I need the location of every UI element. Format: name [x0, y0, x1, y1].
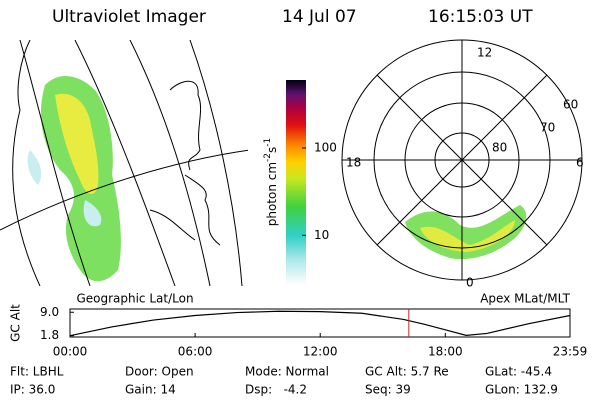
colorbar-tick-label: 100	[314, 140, 337, 154]
coastline	[149, 80, 221, 246]
date: 14 Jul 07	[282, 7, 357, 27]
status-field: Gain: 14	[125, 383, 176, 397]
mlt-label: 18	[346, 156, 361, 170]
mlt-label: 12	[477, 46, 492, 60]
status-field: IP: 36.0	[10, 383, 55, 397]
y-label: GC Alt	[9, 304, 23, 342]
panel-label: Geographic Lat/Lon	[76, 292, 193, 306]
x-tick-label: 06:00	[178, 345, 213, 359]
status-field: GLon: 132.9	[485, 383, 558, 397]
status-field: Door: Open	[125, 365, 194, 379]
x-tick-label: 12:00	[303, 345, 338, 359]
x-tick-label: 18:00	[428, 345, 463, 359]
polar-plot: 12 18 6 0 60 70 80	[341, 39, 584, 290]
colorbar-tick-label: 10	[314, 228, 329, 242]
aurora-core	[420, 220, 515, 252]
altitude-frame	[69, 308, 571, 338]
unit-exp: -2	[263, 153, 273, 162]
unit-mid: s	[265, 147, 279, 153]
status-bar: Flt: LBHL Door: Open Mode: Normal GC Alt: 5…	[10, 365, 558, 397]
mlat-label: 70	[540, 121, 555, 135]
status-field: Dsp: -4.2	[245, 383, 307, 397]
aurora	[405, 205, 527, 260]
status-field: Flt: LBHL	[10, 365, 64, 379]
mlt-label: 6	[576, 156, 584, 170]
status-field: Seq: 39	[365, 383, 411, 397]
x-tick-label: 23:59	[553, 345, 588, 359]
colorbar	[286, 80, 306, 285]
mlat-label: 60	[563, 98, 578, 112]
title: Ultraviolet Imager	[52, 7, 206, 27]
status-field: Mode: Normal	[245, 365, 329, 379]
panel-label: Apex MLat/MLT	[480, 292, 570, 306]
aurora-edge	[27, 150, 102, 227]
y-tick-label: 1.8	[40, 328, 59, 342]
spokes	[342, 40, 582, 280]
altitude-line	[69, 310, 571, 337]
unit-base: photon cm	[265, 162, 279, 226]
mlat-label: 80	[492, 141, 507, 155]
status-field: GLat: -45.4	[485, 365, 552, 379]
x-tick-label: 00:00	[53, 345, 88, 359]
aurora-core	[55, 93, 99, 195]
unit-exp: -1	[263, 138, 273, 147]
mlt-label: 0	[466, 276, 474, 290]
time: 16:15:03 UT	[428, 7, 533, 27]
colorbar-unit: photon cm-2s-1	[263, 138, 279, 227]
status-field: GC Alt: 5.7 Re	[365, 365, 449, 379]
grid-coast	[0, 40, 248, 286]
y-tick-label: 9.0	[40, 305, 59, 319]
geographic-map	[0, 40, 248, 286]
